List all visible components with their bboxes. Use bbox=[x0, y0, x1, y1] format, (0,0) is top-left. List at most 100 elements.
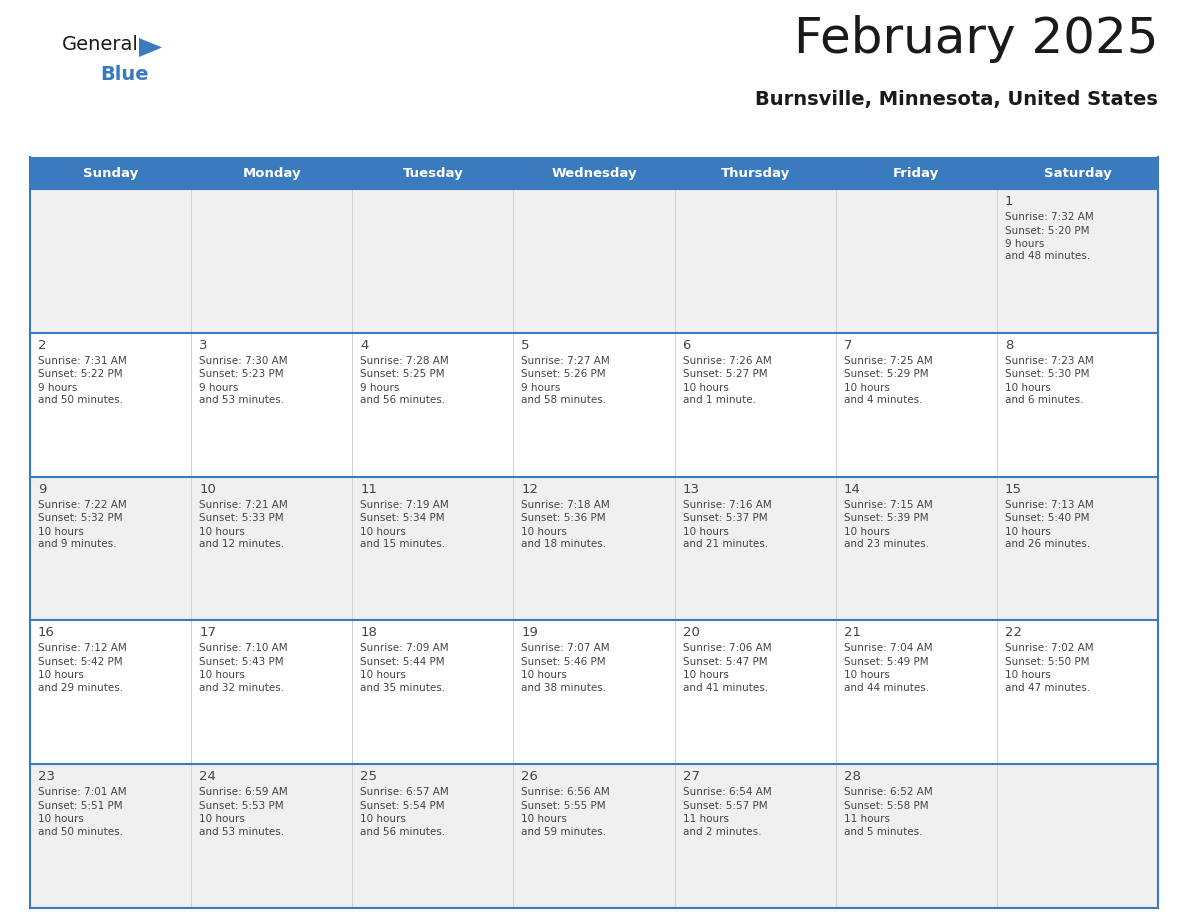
Text: 9 hours
and 58 minutes.: 9 hours and 58 minutes. bbox=[522, 383, 607, 405]
Text: Sunrise: 7:28 AM: Sunrise: 7:28 AM bbox=[360, 356, 449, 365]
Text: Sunrise: 7:31 AM: Sunrise: 7:31 AM bbox=[38, 356, 127, 365]
Text: Wednesday: Wednesday bbox=[551, 166, 637, 180]
Text: February 2025: February 2025 bbox=[794, 15, 1158, 63]
Text: Sunset: 5:32 PM: Sunset: 5:32 PM bbox=[38, 513, 122, 523]
Text: Sunrise: 7:23 AM: Sunrise: 7:23 AM bbox=[1005, 356, 1094, 365]
Text: 10 hours
and 23 minutes.: 10 hours and 23 minutes. bbox=[843, 527, 929, 549]
Text: Sunset: 5:46 PM: Sunset: 5:46 PM bbox=[522, 657, 606, 666]
Text: 10 hours
and 38 minutes.: 10 hours and 38 minutes. bbox=[522, 670, 607, 693]
Text: Sunset: 5:23 PM: Sunset: 5:23 PM bbox=[200, 369, 284, 379]
Text: 24: 24 bbox=[200, 770, 216, 783]
Text: 10 hours
and 21 minutes.: 10 hours and 21 minutes. bbox=[683, 527, 767, 549]
Bar bbox=[30, 157, 1158, 189]
Text: Sunrise: 7:01 AM: Sunrise: 7:01 AM bbox=[38, 788, 127, 797]
Text: Sunset: 5:43 PM: Sunset: 5:43 PM bbox=[200, 657, 284, 666]
Text: 10 hours
and 32 minutes.: 10 hours and 32 minutes. bbox=[200, 670, 284, 693]
Text: 16: 16 bbox=[38, 626, 55, 640]
Text: 5: 5 bbox=[522, 339, 530, 352]
Text: Saturday: Saturday bbox=[1043, 166, 1111, 180]
Text: 3: 3 bbox=[200, 339, 208, 352]
Text: Sunrise: 6:59 AM: Sunrise: 6:59 AM bbox=[200, 788, 287, 797]
Text: Sunrise: 7:30 AM: Sunrise: 7:30 AM bbox=[200, 356, 287, 365]
Text: Sunrise: 7:22 AM: Sunrise: 7:22 AM bbox=[38, 499, 127, 509]
Text: Sunrise: 7:32 AM: Sunrise: 7:32 AM bbox=[1005, 212, 1094, 222]
Text: 10 hours
and 56 minutes.: 10 hours and 56 minutes. bbox=[360, 814, 446, 836]
Text: 10 hours
and 44 minutes.: 10 hours and 44 minutes. bbox=[843, 670, 929, 693]
Text: 9 hours
and 53 minutes.: 9 hours and 53 minutes. bbox=[200, 383, 284, 405]
Text: 9: 9 bbox=[38, 483, 46, 496]
Text: Sunrise: 7:19 AM: Sunrise: 7:19 AM bbox=[360, 499, 449, 509]
Text: 4: 4 bbox=[360, 339, 368, 352]
Text: 26: 26 bbox=[522, 770, 538, 783]
Text: 10 hours
and 41 minutes.: 10 hours and 41 minutes. bbox=[683, 670, 767, 693]
Text: 10 hours
and 50 minutes.: 10 hours and 50 minutes. bbox=[38, 814, 124, 836]
Text: General: General bbox=[62, 35, 139, 54]
Text: Sunrise: 7:21 AM: Sunrise: 7:21 AM bbox=[200, 499, 287, 509]
Text: Sunrise: 7:04 AM: Sunrise: 7:04 AM bbox=[843, 644, 933, 654]
Text: Sunrise: 7:02 AM: Sunrise: 7:02 AM bbox=[1005, 644, 1093, 654]
Text: Sunset: 5:44 PM: Sunset: 5:44 PM bbox=[360, 657, 446, 666]
Text: Sunset: 5:58 PM: Sunset: 5:58 PM bbox=[843, 800, 928, 811]
Text: Sunset: 5:49 PM: Sunset: 5:49 PM bbox=[843, 657, 928, 666]
Text: Sunrise: 6:52 AM: Sunrise: 6:52 AM bbox=[843, 788, 933, 797]
Text: Sunrise: 7:12 AM: Sunrise: 7:12 AM bbox=[38, 644, 127, 654]
Text: 10 hours
and 53 minutes.: 10 hours and 53 minutes. bbox=[200, 814, 284, 836]
Text: 1: 1 bbox=[1005, 195, 1013, 208]
Text: Sunset: 5:25 PM: Sunset: 5:25 PM bbox=[360, 369, 446, 379]
Bar bbox=[30, 764, 1158, 908]
Text: 10 hours
and 4 minutes.: 10 hours and 4 minutes. bbox=[843, 383, 922, 405]
Text: 10 hours
and 35 minutes.: 10 hours and 35 minutes. bbox=[360, 670, 446, 693]
Text: 10 hours
and 1 minute.: 10 hours and 1 minute. bbox=[683, 383, 756, 405]
Text: 10 hours
and 26 minutes.: 10 hours and 26 minutes. bbox=[1005, 527, 1089, 549]
Text: 15: 15 bbox=[1005, 483, 1022, 496]
Text: Sunrise: 7:25 AM: Sunrise: 7:25 AM bbox=[843, 356, 933, 365]
Text: 27: 27 bbox=[683, 770, 700, 783]
Text: Sunset: 5:54 PM: Sunset: 5:54 PM bbox=[360, 800, 446, 811]
Text: Sunset: 5:20 PM: Sunset: 5:20 PM bbox=[1005, 226, 1089, 236]
Text: 22: 22 bbox=[1005, 626, 1022, 640]
Text: Sunrise: 7:13 AM: Sunrise: 7:13 AM bbox=[1005, 499, 1094, 509]
Text: Sunset: 5:53 PM: Sunset: 5:53 PM bbox=[200, 800, 284, 811]
Text: 9 hours
and 50 minutes.: 9 hours and 50 minutes. bbox=[38, 383, 124, 405]
Text: Sunset: 5:29 PM: Sunset: 5:29 PM bbox=[843, 369, 928, 379]
Text: 10 hours
and 12 minutes.: 10 hours and 12 minutes. bbox=[200, 527, 284, 549]
Text: 10 hours
and 15 minutes.: 10 hours and 15 minutes. bbox=[360, 527, 446, 549]
Bar bbox=[30, 189, 1158, 333]
Text: Sunset: 5:39 PM: Sunset: 5:39 PM bbox=[843, 513, 928, 523]
Text: 10 hours
and 9 minutes.: 10 hours and 9 minutes. bbox=[38, 527, 116, 549]
Text: Sunset: 5:34 PM: Sunset: 5:34 PM bbox=[360, 513, 446, 523]
Text: Sunset: 5:27 PM: Sunset: 5:27 PM bbox=[683, 369, 767, 379]
Text: Sunrise: 6:57 AM: Sunrise: 6:57 AM bbox=[360, 788, 449, 797]
Text: Sunset: 5:57 PM: Sunset: 5:57 PM bbox=[683, 800, 767, 811]
Text: 19: 19 bbox=[522, 626, 538, 640]
Text: 20: 20 bbox=[683, 626, 700, 640]
Text: Sunset: 5:22 PM: Sunset: 5:22 PM bbox=[38, 369, 122, 379]
Text: 7: 7 bbox=[843, 339, 852, 352]
Text: 21: 21 bbox=[843, 626, 861, 640]
Text: Burnsville, Minnesota, United States: Burnsville, Minnesota, United States bbox=[756, 90, 1158, 109]
Text: Sunset: 5:47 PM: Sunset: 5:47 PM bbox=[683, 657, 767, 666]
Text: Friday: Friday bbox=[893, 166, 940, 180]
Text: 12: 12 bbox=[522, 483, 538, 496]
Text: 13: 13 bbox=[683, 483, 700, 496]
Text: 11 hours
and 2 minutes.: 11 hours and 2 minutes. bbox=[683, 814, 762, 836]
Text: Sunday: Sunday bbox=[83, 166, 138, 180]
Text: 2: 2 bbox=[38, 339, 46, 352]
Text: Sunrise: 7:16 AM: Sunrise: 7:16 AM bbox=[683, 499, 771, 509]
Text: Sunrise: 7:06 AM: Sunrise: 7:06 AM bbox=[683, 644, 771, 654]
Text: 17: 17 bbox=[200, 626, 216, 640]
Text: Sunset: 5:30 PM: Sunset: 5:30 PM bbox=[1005, 369, 1089, 379]
Text: Sunset: 5:33 PM: Sunset: 5:33 PM bbox=[200, 513, 284, 523]
Text: Sunset: 5:37 PM: Sunset: 5:37 PM bbox=[683, 513, 767, 523]
Text: 10: 10 bbox=[200, 483, 216, 496]
Text: Sunrise: 6:56 AM: Sunrise: 6:56 AM bbox=[522, 788, 611, 797]
Text: Sunset: 5:51 PM: Sunset: 5:51 PM bbox=[38, 800, 122, 811]
Text: Sunrise: 7:09 AM: Sunrise: 7:09 AM bbox=[360, 644, 449, 654]
Text: Sunrise: 7:26 AM: Sunrise: 7:26 AM bbox=[683, 356, 771, 365]
Text: 28: 28 bbox=[843, 770, 860, 783]
Text: Sunrise: 7:10 AM: Sunrise: 7:10 AM bbox=[200, 644, 287, 654]
Text: 18: 18 bbox=[360, 626, 377, 640]
Bar bbox=[30, 621, 1158, 764]
Text: 25: 25 bbox=[360, 770, 378, 783]
Text: 10 hours
and 47 minutes.: 10 hours and 47 minutes. bbox=[1005, 670, 1089, 693]
